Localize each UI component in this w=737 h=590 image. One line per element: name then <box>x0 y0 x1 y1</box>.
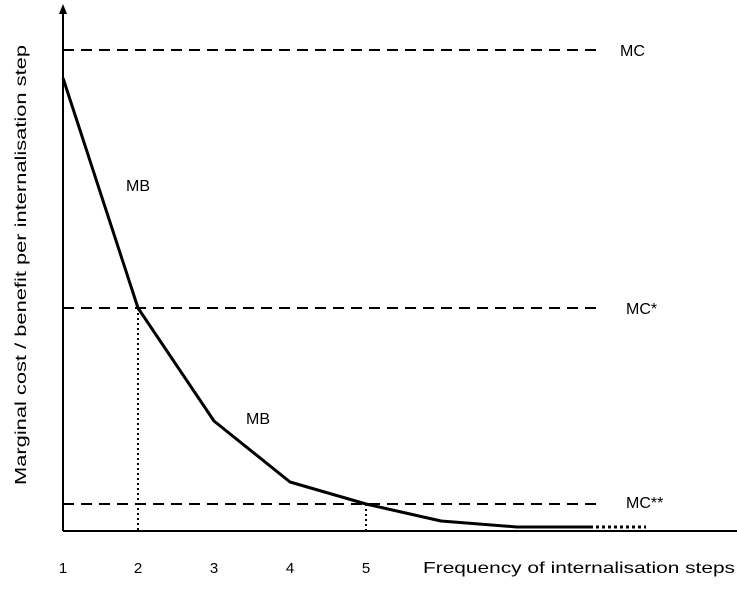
x-tick-label: 1 <box>59 560 67 577</box>
x-tick-label: 3 <box>210 560 218 577</box>
y-axis-label: Marginal cost / benefit per internalisat… <box>13 45 30 485</box>
mb-label-upper: MB <box>126 178 150 195</box>
y-axis-arrow <box>59 4 67 14</box>
mb-label-lower: MB <box>246 411 270 428</box>
mc-star-label: MC* <box>626 301 657 318</box>
mc-double-star-label: MC** <box>626 495 663 512</box>
x-axis-label: Frequency of internalisation steps <box>423 560 735 577</box>
mc-label: MC <box>620 43 645 60</box>
x-tick-label: 4 <box>286 560 294 577</box>
mb-curve <box>61 77 593 529</box>
x-tick-label: 5 <box>362 560 370 577</box>
x-tick-label: 2 <box>134 560 142 577</box>
